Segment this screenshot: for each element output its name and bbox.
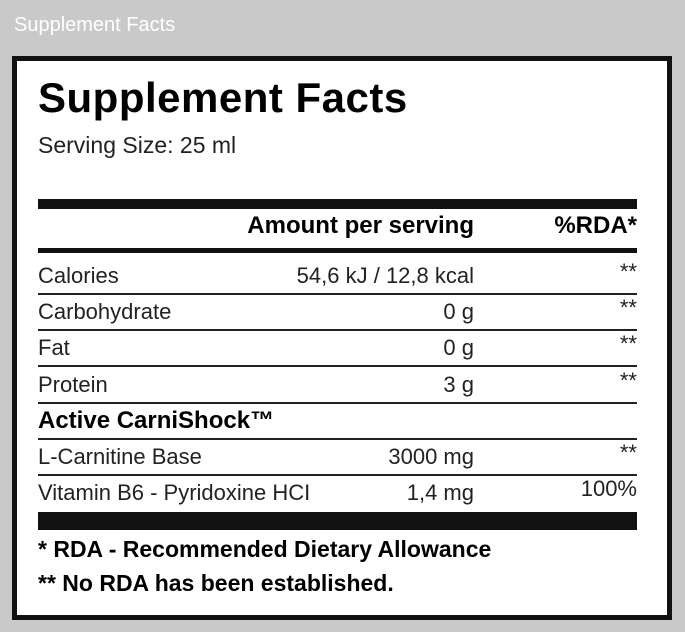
amount: 0 g xyxy=(443,299,474,325)
amount: 3000 mg xyxy=(388,444,474,469)
rda: ** xyxy=(619,440,637,465)
nutrient-name: Vitamin B6 - Pyridoxine HCI xyxy=(38,480,311,506)
thick-bar xyxy=(38,512,637,530)
rda: ** xyxy=(619,295,637,321)
nutrient-name: Fat xyxy=(38,335,70,361)
window-title: Supplement Facts xyxy=(14,14,176,36)
rda: ** xyxy=(619,331,637,357)
row-rule xyxy=(38,401,637,404)
rda: ** xyxy=(619,259,637,284)
rda: 100% xyxy=(580,476,637,502)
column-header: %RDA* xyxy=(554,212,637,239)
amount: 0 g xyxy=(443,335,474,361)
row-rule xyxy=(38,293,637,295)
thick-bar xyxy=(38,199,637,209)
row-rule xyxy=(38,329,637,332)
amount: 1,4 mg xyxy=(406,480,474,506)
nutrient-name: Calories xyxy=(38,263,119,288)
rda: ** xyxy=(619,367,637,393)
nutrient-name: Protein xyxy=(38,371,108,397)
header-rule xyxy=(38,248,637,253)
row-rule xyxy=(38,437,637,440)
row-rule xyxy=(38,474,637,476)
amount: 54,6 kJ / 12,8 kcal xyxy=(296,263,474,288)
nutrient-name: L-Carnitine Base xyxy=(38,444,202,469)
amount: 3 g xyxy=(443,371,474,397)
row-rule xyxy=(38,365,637,368)
serving-size: Serving Size: 25 ml xyxy=(38,132,237,158)
section-heading: Active CarniShock™ xyxy=(38,406,275,434)
column-header: Amount per serving xyxy=(247,212,474,239)
footnote: * RDA - Recommended Dietary Allowance xyxy=(38,536,492,562)
footnote: ** No RDA has been established. xyxy=(38,570,394,596)
label-title: Supplement Facts xyxy=(38,74,408,121)
nutrient-name: Carbohydrate xyxy=(38,299,172,325)
